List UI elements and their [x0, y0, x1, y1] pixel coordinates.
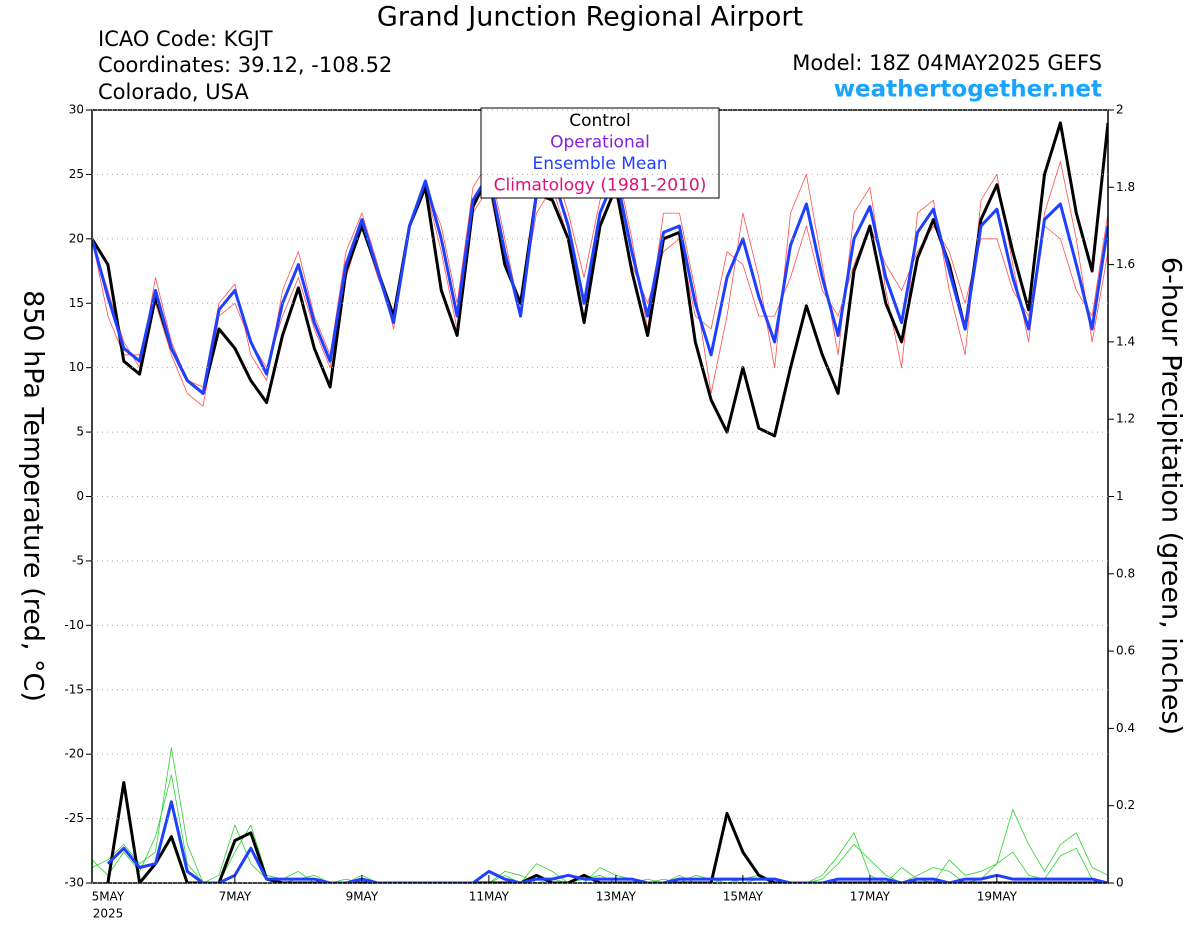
station-code: ICAO Code: KGJT — [98, 27, 273, 51]
model-run: Model: 18Z 04MAY2025 GEFS — [792, 51, 1102, 75]
y2-tick-label: 1.2 — [1116, 412, 1135, 426]
chart-title: Grand Junction Regional Airport — [377, 2, 803, 33]
y2-tick-label: 1 — [1116, 489, 1124, 503]
legend-entry: Operational — [550, 133, 650, 153]
legend-entry: Control — [569, 111, 630, 131]
x-year-label: 2025 — [93, 907, 124, 921]
y2-tick-label: 1.8 — [1116, 180, 1135, 194]
y2-axis-label: 6-hour Precipitation (green, inches) — [1156, 257, 1187, 735]
y-tick-label: 5 — [76, 425, 84, 439]
x-tick-label: 13MAY — [596, 890, 637, 904]
y2-tick-label: 1.6 — [1116, 257, 1135, 271]
x-tick-label: 7MAY — [219, 890, 252, 904]
precip-line — [92, 774, 1108, 883]
y2-tick-label: 0 — [1116, 876, 1124, 890]
y-tick-label: -15 — [64, 682, 84, 696]
x-tick-label: 5MAY — [92, 890, 125, 904]
x-tick-label: 11MAY — [469, 890, 510, 904]
y-tick-label: -10 — [64, 618, 84, 632]
temperature-line — [92, 172, 1108, 395]
x-tick-label: 9MAY — [346, 890, 379, 904]
y2-tick-label: 0.2 — [1116, 798, 1135, 812]
precip-line — [92, 747, 1108, 883]
y2-tick-label: 0.8 — [1116, 566, 1135, 580]
y2-tick-label: 1.4 — [1116, 334, 1135, 348]
y-tick-label: -25 — [64, 811, 84, 825]
station-coordinates: Coordinates: 39.12, -108.52 — [98, 53, 392, 77]
y-axis-label: 850 hPa Temperature (red, °C) — [18, 290, 49, 702]
x-tick-label: 19MAY — [977, 890, 1018, 904]
precip-line — [106, 781, 1108, 883]
legend-entry: Ensemble Mean — [532, 154, 667, 174]
site-name: weathertogether.net — [834, 77, 1102, 103]
y2-tick-label: 0.4 — [1116, 721, 1135, 735]
y-tick-label: -5 — [72, 553, 84, 567]
y-tick-label: -20 — [64, 747, 84, 761]
legend-entry: Climatology (1981-2010) — [494, 176, 707, 196]
precip-line — [106, 800, 1108, 883]
y2-tick-label: 0.6 — [1116, 644, 1135, 658]
y-tick-label: 30 — [69, 103, 84, 117]
x-tick-label: 15MAY — [723, 890, 764, 904]
station-location: Colorado, USA — [98, 80, 249, 104]
y-tick-label: 25 — [69, 167, 84, 181]
y-tick-label: 15 — [69, 296, 84, 310]
y-tick-label: -30 — [64, 876, 84, 890]
y-tick-label: 0 — [76, 489, 84, 503]
x-tick-label: 17MAY — [850, 890, 891, 904]
legend-box — [480, 107, 720, 199]
y2-tick-label: 2 — [1116, 103, 1124, 117]
y-tick-label: 10 — [69, 360, 84, 374]
y-tick-label: 20 — [69, 231, 84, 245]
